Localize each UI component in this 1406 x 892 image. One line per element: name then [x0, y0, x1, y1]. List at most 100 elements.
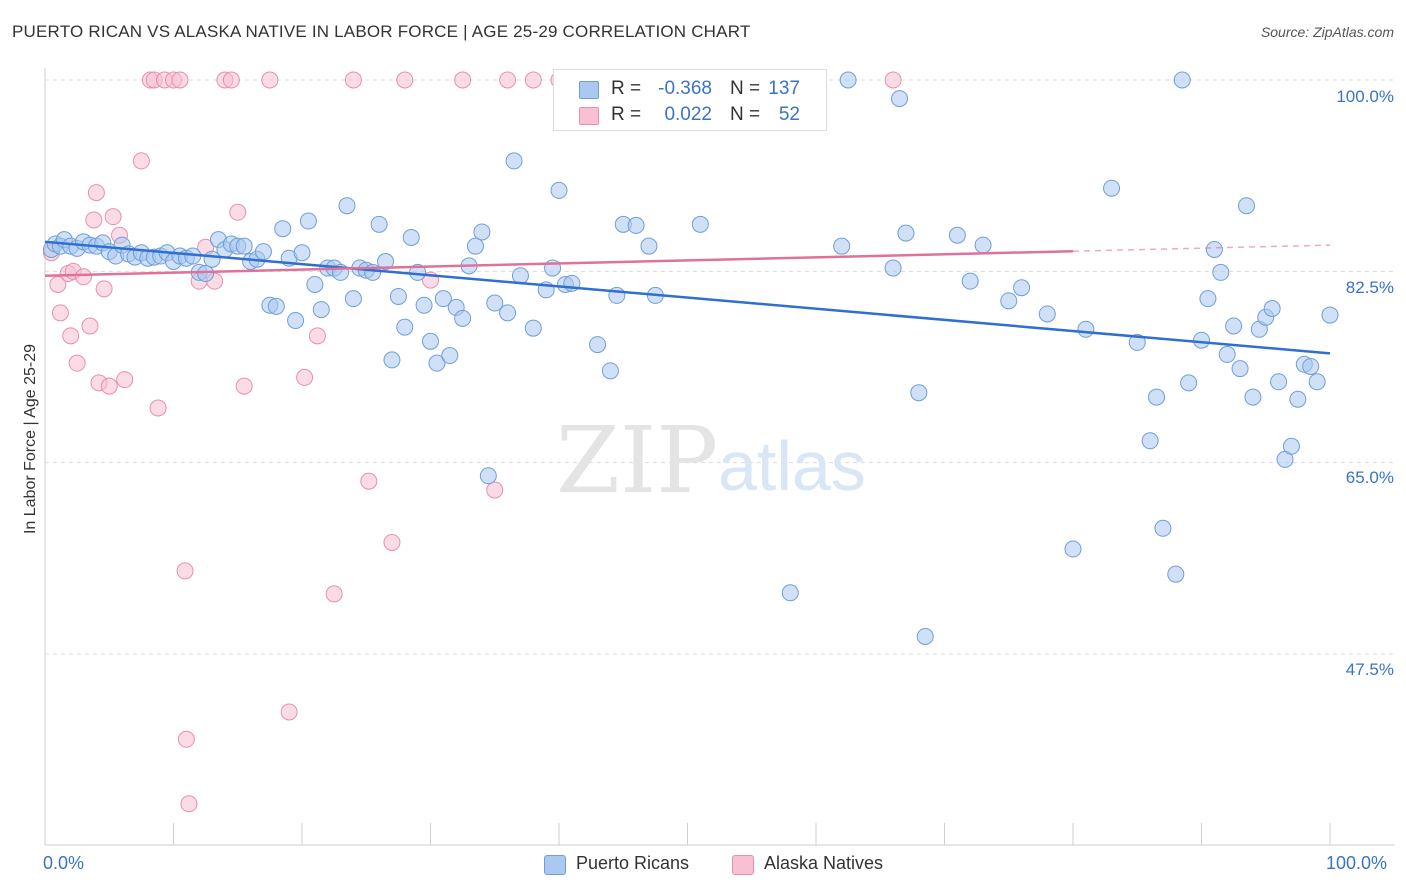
puerto-rican-point	[396, 318, 414, 336]
puerto-rican-point	[377, 252, 395, 270]
puerto-rican-point	[781, 584, 799, 602]
y-tick-label-100: 100.0%	[1336, 87, 1394, 106]
puerto-rican-point	[389, 287, 407, 305]
y-tick-label-47-5: 47.5%	[1345, 660, 1394, 679]
alaska-native-point	[499, 71, 517, 89]
puerto-rican-point	[1103, 179, 1121, 197]
alaska-native-point	[229, 203, 247, 221]
puerto-rican-point	[338, 197, 356, 215]
puerto-rican-point	[897, 224, 915, 242]
puerto-rican-point	[1205, 240, 1223, 258]
puerto-rican-point	[422, 332, 439, 350]
puerto-rican-point	[839, 71, 857, 89]
puerto-rican-point	[441, 347, 459, 365]
alaska-native-point	[51, 304, 69, 322]
puerto-rican-point	[627, 216, 645, 234]
puerto-rican-point	[948, 226, 966, 244]
puerto-rican-point	[884, 259, 902, 277]
alaska-native-point	[85, 211, 103, 229]
alaska-native-point	[177, 730, 195, 748]
puerto-rican-point	[1148, 388, 1166, 406]
puerto-rican-point	[454, 309, 472, 327]
puerto-rican-point	[499, 304, 517, 322]
puerto-rican-point	[1173, 71, 1191, 89]
alaska-native-point	[261, 71, 279, 89]
y-axis-label: In Labor Force | Age 25-29	[22, 343, 39, 535]
puerto-rican-point	[1154, 519, 1172, 537]
puerto-rican-point	[550, 181, 568, 199]
puerto-rican-point	[402, 228, 420, 246]
puerto-rican-point	[833, 237, 851, 255]
puerto-rican-point	[1199, 290, 1217, 308]
puerto-rican-point	[197, 265, 215, 283]
puerto-rican-point	[916, 628, 934, 646]
alaska-native-point	[116, 371, 134, 389]
puerto-rican-point	[1180, 374, 1198, 392]
alaska-native-point	[344, 71, 362, 89]
alaska-native-point	[383, 533, 401, 551]
puerto-rican-point	[299, 212, 317, 230]
legend-n-label: N =	[730, 104, 761, 125]
alaska-native-point	[222, 71, 240, 89]
alaska-native-point	[87, 184, 105, 202]
puerto-rican-point	[691, 215, 709, 233]
puerto-rican-point	[589, 336, 607, 354]
alaska-native-point	[104, 208, 122, 226]
puerto-rican-point	[428, 354, 446, 372]
puerto-rican-point	[1308, 373, 1326, 391]
alaska-native-point	[454, 71, 472, 89]
alaska-native-point	[75, 268, 93, 286]
legend-r-label: R =	[611, 104, 642, 125]
legend-r-label: R =	[611, 78, 642, 99]
legend-swatch-alaska-natives	[732, 855, 754, 875]
puerto-rican-point	[910, 384, 928, 402]
puerto-rican-point	[601, 362, 619, 380]
legend-r-value: 0.022	[664, 104, 712, 125]
alaska-native-point	[176, 562, 194, 580]
legend-label-alaska-natives: Alaska Natives	[764, 853, 884, 873]
puerto-rican-point	[1282, 437, 1300, 455]
puerto-rican-point	[1218, 345, 1236, 363]
alaska-native-point	[296, 368, 314, 386]
puerto-rican-point	[267, 297, 285, 315]
x-tick-label-max: 100.0%	[1326, 853, 1388, 873]
series-legend: Puerto Ricans Alaska Natives	[0, 852, 1406, 878]
puerto-rican-point	[434, 290, 452, 308]
puerto-rican-point	[473, 223, 491, 241]
chart-title: PUERTO RICAN VS ALASKA NATIVE IN LABOR F…	[12, 22, 751, 41]
alaska-native-point	[95, 280, 113, 298]
puerto-rican-point	[479, 467, 497, 485]
puerto-rican-point	[370, 215, 388, 233]
puerto-rican-point	[274, 220, 292, 238]
puerto-rican-point	[466, 237, 484, 255]
alaska-native-trendline	[44, 249, 1074, 277]
puerto-rican-point	[306, 275, 324, 293]
alaska-native-point	[132, 152, 150, 170]
puerto-rican-point	[1013, 279, 1031, 297]
legend-r-value: -0.368	[658, 78, 712, 99]
alaska-native-point	[325, 585, 343, 603]
alaska-native-point	[62, 327, 80, 345]
puerto-rican-point	[1302, 357, 1320, 375]
alaska-native-point	[171, 71, 189, 89]
puerto-rican-point	[1321, 306, 1339, 324]
alaska-native-point	[81, 317, 99, 335]
puerto-rican-point	[974, 236, 992, 254]
watermark-atlas: atlas	[718, 427, 866, 505]
puerto-rican-point	[1000, 292, 1018, 310]
alaska-native-trendline-extension	[1072, 244, 1331, 252]
puerto-rican-trendline	[44, 240, 1331, 355]
alaska-native-point	[235, 377, 253, 395]
puerto-rican-point	[511, 267, 529, 285]
puerto-rican-point	[344, 290, 362, 308]
source-credit: Source: ZipAtlas.com	[1260, 24, 1394, 40]
legend-swatch-puerto-ricans	[579, 81, 599, 99]
puerto-rican-point	[524, 319, 542, 337]
alaska-native-point	[524, 71, 542, 89]
puerto-rican-point	[1077, 320, 1095, 338]
alaska-native-point	[884, 71, 902, 89]
puerto-rican-point	[312, 301, 330, 319]
alaska-native-point	[280, 703, 298, 721]
y-tick-label-82-5: 82.5%	[1345, 278, 1394, 297]
puerto-rican-point	[640, 237, 658, 255]
